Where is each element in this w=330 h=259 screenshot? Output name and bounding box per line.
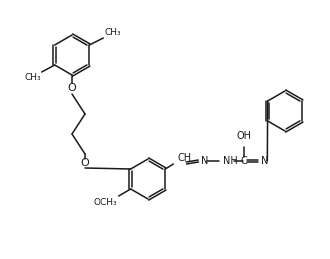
Text: O: O — [81, 158, 89, 168]
Text: CH: CH — [177, 153, 191, 163]
Text: OH: OH — [237, 131, 252, 141]
Text: N: N — [201, 156, 209, 166]
Text: C: C — [241, 156, 248, 166]
Text: NH: NH — [223, 156, 238, 166]
Text: CH₃: CH₃ — [104, 28, 121, 37]
Text: O: O — [68, 83, 76, 93]
Text: CH₃: CH₃ — [24, 73, 41, 82]
Text: OCH₃: OCH₃ — [93, 198, 117, 207]
Text: N: N — [261, 156, 269, 166]
